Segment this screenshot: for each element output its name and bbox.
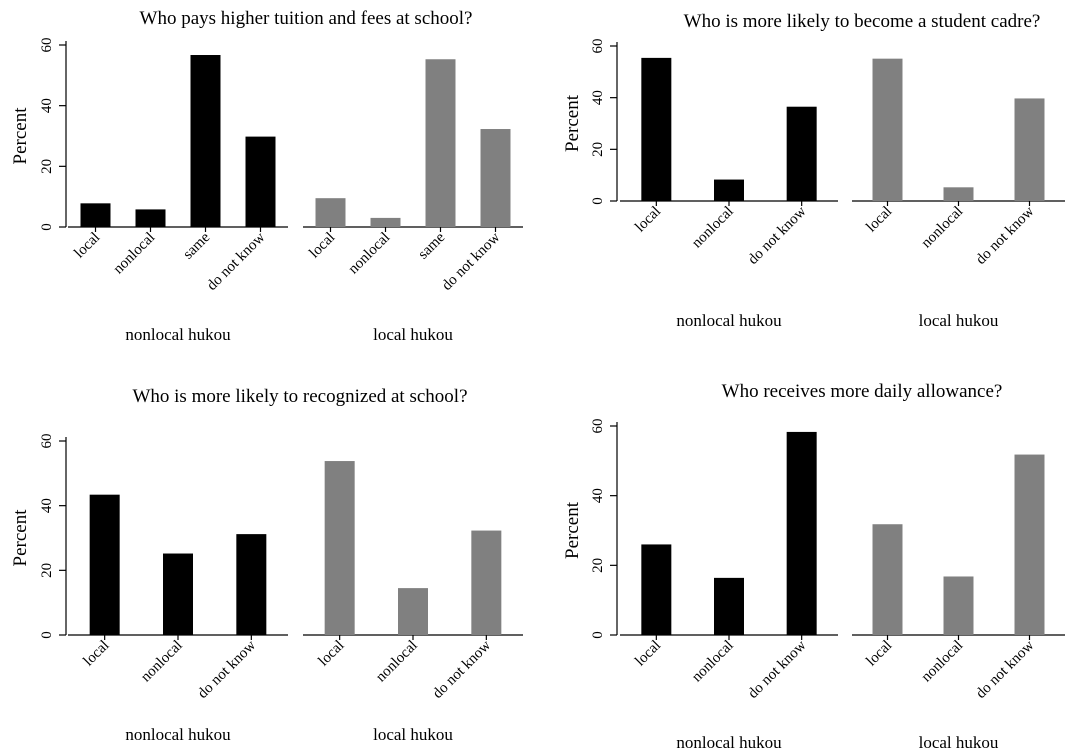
chart-1: Who pays higher tuition and fees at scho… [10, 8, 523, 344]
group-label: local hukou [373, 325, 453, 344]
bar-local-hukou-do-not-know [480, 129, 511, 227]
y-tick-label: 60 [39, 38, 55, 53]
bar-nonlocal-hukou-do-not-know [786, 431, 817, 635]
chart-title: Who is more likely to become a student c… [684, 11, 1041, 32]
bar-local-hukou-local [315, 198, 346, 227]
category-label: do not know [745, 203, 809, 267]
bar-local-hukou-local [872, 524, 903, 635]
bar-local-hukou-nonlocal [370, 217, 401, 227]
bar-nonlocal-hukou-do-not-know [245, 136, 276, 227]
chart-2: Who is more likely to become a student c… [562, 11, 1065, 330]
category-label: do not know [430, 637, 494, 701]
bar-nonlocal-hukou-local [89, 494, 120, 635]
bar-nonlocal-hukou-local [641, 57, 672, 202]
bar-nonlocal-hukou-same [190, 55, 221, 228]
category-label: local [71, 230, 103, 262]
category-label: nonlocal [110, 230, 158, 278]
y-tick-label: 40 [39, 498, 55, 513]
y-axis-label: Percent [10, 107, 31, 165]
y-axis-label: Percent [10, 509, 31, 567]
group-label: local hukou [373, 725, 453, 744]
category-label: do not know [439, 229, 503, 293]
category-label: nonlocal [918, 638, 966, 686]
group-label: nonlocal hukou [125, 325, 231, 344]
category-label: local [863, 638, 895, 670]
bar-nonlocal-hukou-local [641, 544, 672, 635]
category-label: local [632, 204, 664, 236]
bar-local-hukou-do-not-know [471, 530, 502, 635]
category-label: local [316, 638, 348, 670]
category-label: do not know [204, 229, 268, 293]
y-tick-label: 40 [39, 98, 55, 113]
chart-3: Who is more likely to recognized at scho… [10, 386, 523, 744]
chart-title: Who pays higher tuition and fees at scho… [140, 8, 473, 29]
category-label: do not know [973, 637, 1037, 701]
category-label: nonlocal [918, 204, 966, 252]
y-tick-label: 0 [39, 631, 55, 639]
y-tick-label: 60 [590, 419, 606, 434]
y-tick-label: 40 [590, 90, 606, 105]
category-label: local [632, 638, 664, 670]
bar-local-hukou-do-not-know [1014, 98, 1045, 201]
chart-title: Who receives more daily allowance? [722, 381, 1003, 402]
group-label: nonlocal hukou [676, 733, 782, 752]
category-label: nonlocal [138, 638, 186, 686]
bar-nonlocal-hukou-do-not-know [236, 534, 267, 635]
group-label: nonlocal hukou [125, 725, 231, 744]
bar-local-hukou-local [872, 58, 903, 202]
bar-local-hukou-do-not-know [1014, 454, 1045, 635]
category-label: same [180, 229, 213, 262]
bar-nonlocal-hukou-nonlocal [714, 577, 744, 635]
category-label: nonlocal [373, 638, 421, 686]
y-tick-label: 20 [39, 563, 55, 578]
bar-local-hukou-same [425, 59, 456, 227]
category-label: local [306, 230, 338, 262]
bar-nonlocal-hukou-do-not-know [786, 106, 817, 201]
category-label: local [81, 638, 113, 670]
category-label: same [415, 229, 448, 262]
y-tick-label: 20 [39, 159, 55, 174]
y-axis-label: Percent [562, 501, 583, 559]
bar-nonlocal-hukou-nonlocal [714, 179, 744, 201]
y-axis-label: Percent [562, 94, 583, 152]
bar-nonlocal-hukou-local [80, 203, 111, 227]
group-label: nonlocal hukou [676, 311, 782, 330]
category-label: do not know [745, 637, 809, 701]
y-tick-label: 60 [590, 39, 606, 54]
bar-nonlocal-hukou-nonlocal [135, 209, 166, 227]
bar-local-hukou-nonlocal [943, 187, 974, 201]
y-tick-label: 40 [590, 488, 606, 503]
bar-local-hukou-nonlocal [943, 576, 974, 635]
group-label: local hukou [919, 733, 999, 752]
bar-nonlocal-hukou-nonlocal [163, 553, 193, 635]
group-label: local hukou [919, 311, 999, 330]
bar-local-hukou-nonlocal [398, 588, 428, 635]
category-label: do not know [195, 637, 259, 701]
y-tick-label: 60 [39, 434, 55, 449]
bar-local-hukou-local [324, 461, 355, 635]
y-tick-label: 0 [590, 631, 606, 639]
y-tick-label: 20 [590, 142, 606, 157]
y-tick-label: 0 [590, 197, 606, 205]
category-label: nonlocal [689, 204, 737, 252]
chart-4: Who receives more daily allowance? Percen… [562, 381, 1065, 752]
chart-title: Who is more likely to recognized at scho… [132, 386, 467, 407]
category-label: nonlocal [689, 638, 737, 686]
category-label: local [863, 204, 895, 236]
category-label: nonlocal [345, 230, 393, 278]
category-label: do not know [973, 203, 1037, 267]
y-tick-label: 0 [39, 223, 55, 231]
y-tick-label: 20 [590, 558, 606, 573]
